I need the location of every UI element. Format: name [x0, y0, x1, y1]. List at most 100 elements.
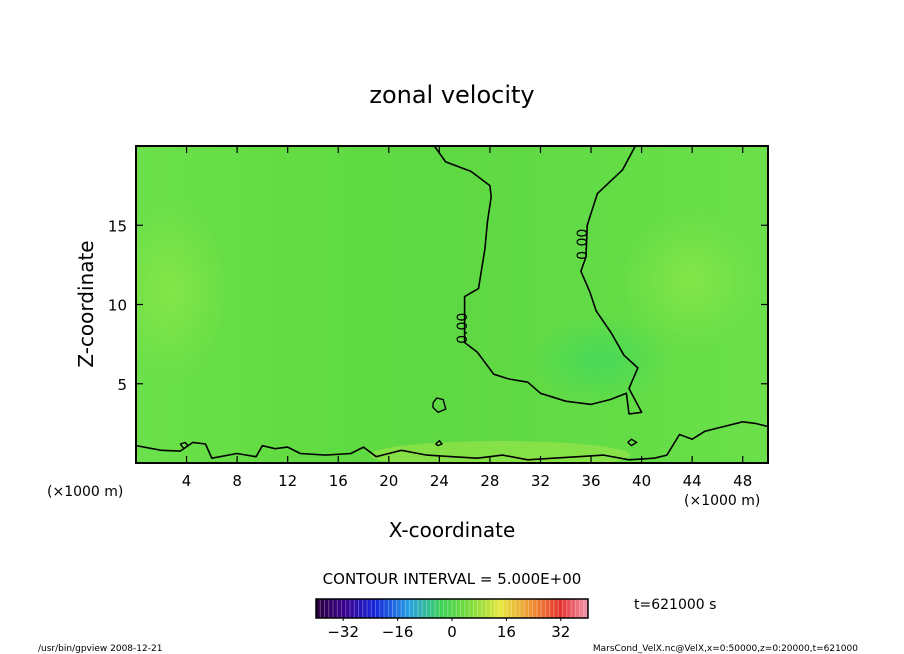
x-tick-label: 40: [632, 472, 651, 490]
x-tick-label: 20: [379, 472, 398, 490]
plot-area: 0.00 0.00: [136, 146, 768, 463]
colorbar-band: [422, 599, 427, 618]
colorbar-tick-label: −16: [382, 623, 414, 641]
closed-contour: [179, 441, 189, 450]
x-axis: 4 8 12 16 20 24 28 32 36 40 44 48: [182, 146, 752, 490]
colorbar-band: [435, 599, 440, 618]
colorbar-band: [447, 599, 453, 618]
y-axis: 5 10 15: [108, 217, 768, 394]
colorbar-band: [324, 599, 330, 618]
colorbar-band: [452, 599, 457, 618]
x-tick-label: 32: [531, 472, 550, 490]
y-axis-label: Z-coordinate: [74, 240, 98, 367]
chart-title: zonal velocity: [369, 81, 534, 109]
colorbar-band: [460, 599, 466, 618]
x-tick-label: 48: [733, 472, 752, 490]
x-tick-label: 36: [581, 472, 600, 490]
closed-contour: [435, 439, 444, 447]
colorbar-band: [558, 599, 563, 618]
x-tick-label: 16: [329, 472, 348, 490]
field-shade-cool: [530, 315, 670, 405]
colorbar-band: [388, 599, 393, 618]
colorbar-band: [405, 599, 410, 618]
colorbar-band: [328, 599, 334, 618]
x-tick-label: 4: [182, 472, 192, 490]
colorbar-band: [511, 599, 517, 618]
colorbar-band: [507, 599, 512, 618]
colorbar-band: [473, 599, 478, 618]
x-axis-label: X-coordinate: [389, 518, 516, 542]
colorbar-band: [439, 599, 444, 618]
footer-right: MarsCond_VelX.nc@VelX,x=0:50000,z=0:2000…: [593, 644, 858, 654]
colorbar-band: [571, 599, 576, 618]
colorbar-band: [481, 599, 487, 618]
colorbar-band: [401, 599, 406, 618]
colorbar-band: [477, 599, 483, 618]
x-tick-label: 12: [278, 472, 297, 490]
x-unit-right: (×1000 m): [684, 493, 760, 509]
colorbar-tick-label: 32: [551, 623, 570, 641]
colorbar-band: [371, 599, 376, 618]
colorbar-band: [541, 599, 546, 618]
colorbar-band: [354, 599, 359, 618]
colorbar-band: [430, 599, 436, 618]
colorbar-band: [583, 599, 589, 618]
y-tick-label: 5: [117, 376, 127, 394]
colorbar-band: [337, 599, 342, 618]
contour-value-label: 0.00: [455, 313, 471, 344]
colorbar-band: [333, 599, 338, 618]
colorbar: [315, 599, 589, 618]
x-tick-label: 24: [430, 472, 449, 490]
footer-left: /usr/bin/gpview 2008-12-21: [38, 644, 162, 654]
colorbar-band: [494, 599, 500, 618]
closed-contour: [627, 438, 638, 447]
contour-labels: 0.00 0.00: [455, 229, 591, 344]
colorbar-band: [358, 599, 364, 618]
colorbar-tick-label: −32: [327, 623, 359, 641]
x-tick-label: 28: [480, 472, 499, 490]
x-unit-left: (×1000 m): [47, 484, 123, 500]
colorbar-band: [316, 599, 321, 618]
colorbar-band: [532, 599, 538, 618]
colorbar-band: [503, 599, 508, 618]
colorbar-band: [575, 599, 580, 618]
colorbar-band: [498, 599, 504, 618]
colorbar-band: [486, 599, 491, 618]
colorbar-band: [409, 599, 415, 618]
colorbar-band: [469, 599, 474, 618]
contour-interval-label: CONTOUR INTERVAL = 5.000E+00: [323, 570, 582, 588]
y-tick-label: 15: [108, 217, 127, 235]
colorbar-band: [392, 599, 398, 618]
x-tick-label: 8: [232, 472, 242, 490]
contour-value-label: 0.00: [575, 229, 591, 260]
time-label: t=621000 s: [634, 597, 716, 613]
colorbar-band: [350, 599, 355, 618]
colorbar-band: [566, 599, 572, 618]
colorbar-band: [320, 599, 325, 618]
colorbar-band: [524, 599, 529, 618]
colorbar-band: [379, 599, 385, 618]
contour-lines: [136, 146, 768, 461]
y-tick-label: 10: [108, 297, 127, 315]
colorbar-band: [562, 599, 568, 618]
field-shade-warm-left: [136, 200, 230, 380]
colorbar-ticks: −32 −16 0 16 32: [327, 618, 570, 641]
colorbar-band: [456, 599, 461, 618]
colorbar-band: [537, 599, 542, 618]
colorbar-band: [528, 599, 534, 618]
colorbar-band: [545, 599, 551, 618]
colorbar-band: [341, 599, 347, 618]
colorbar-band: [490, 599, 495, 618]
colorbar-band: [515, 599, 521, 618]
colorbar-band: [413, 599, 419, 618]
colorbar-band: [375, 599, 381, 618]
zero-contour-line: [136, 421, 768, 461]
zero-contour-line: [433, 146, 643, 415]
colorbar-tick-label: 0: [447, 623, 457, 641]
colorbar-tick-label: 16: [497, 623, 516, 641]
colorbar-band: [345, 599, 351, 618]
colorbar-band: [443, 599, 449, 618]
field-shade-warm-right: [620, 210, 760, 350]
colorbar-band: [362, 599, 368, 618]
